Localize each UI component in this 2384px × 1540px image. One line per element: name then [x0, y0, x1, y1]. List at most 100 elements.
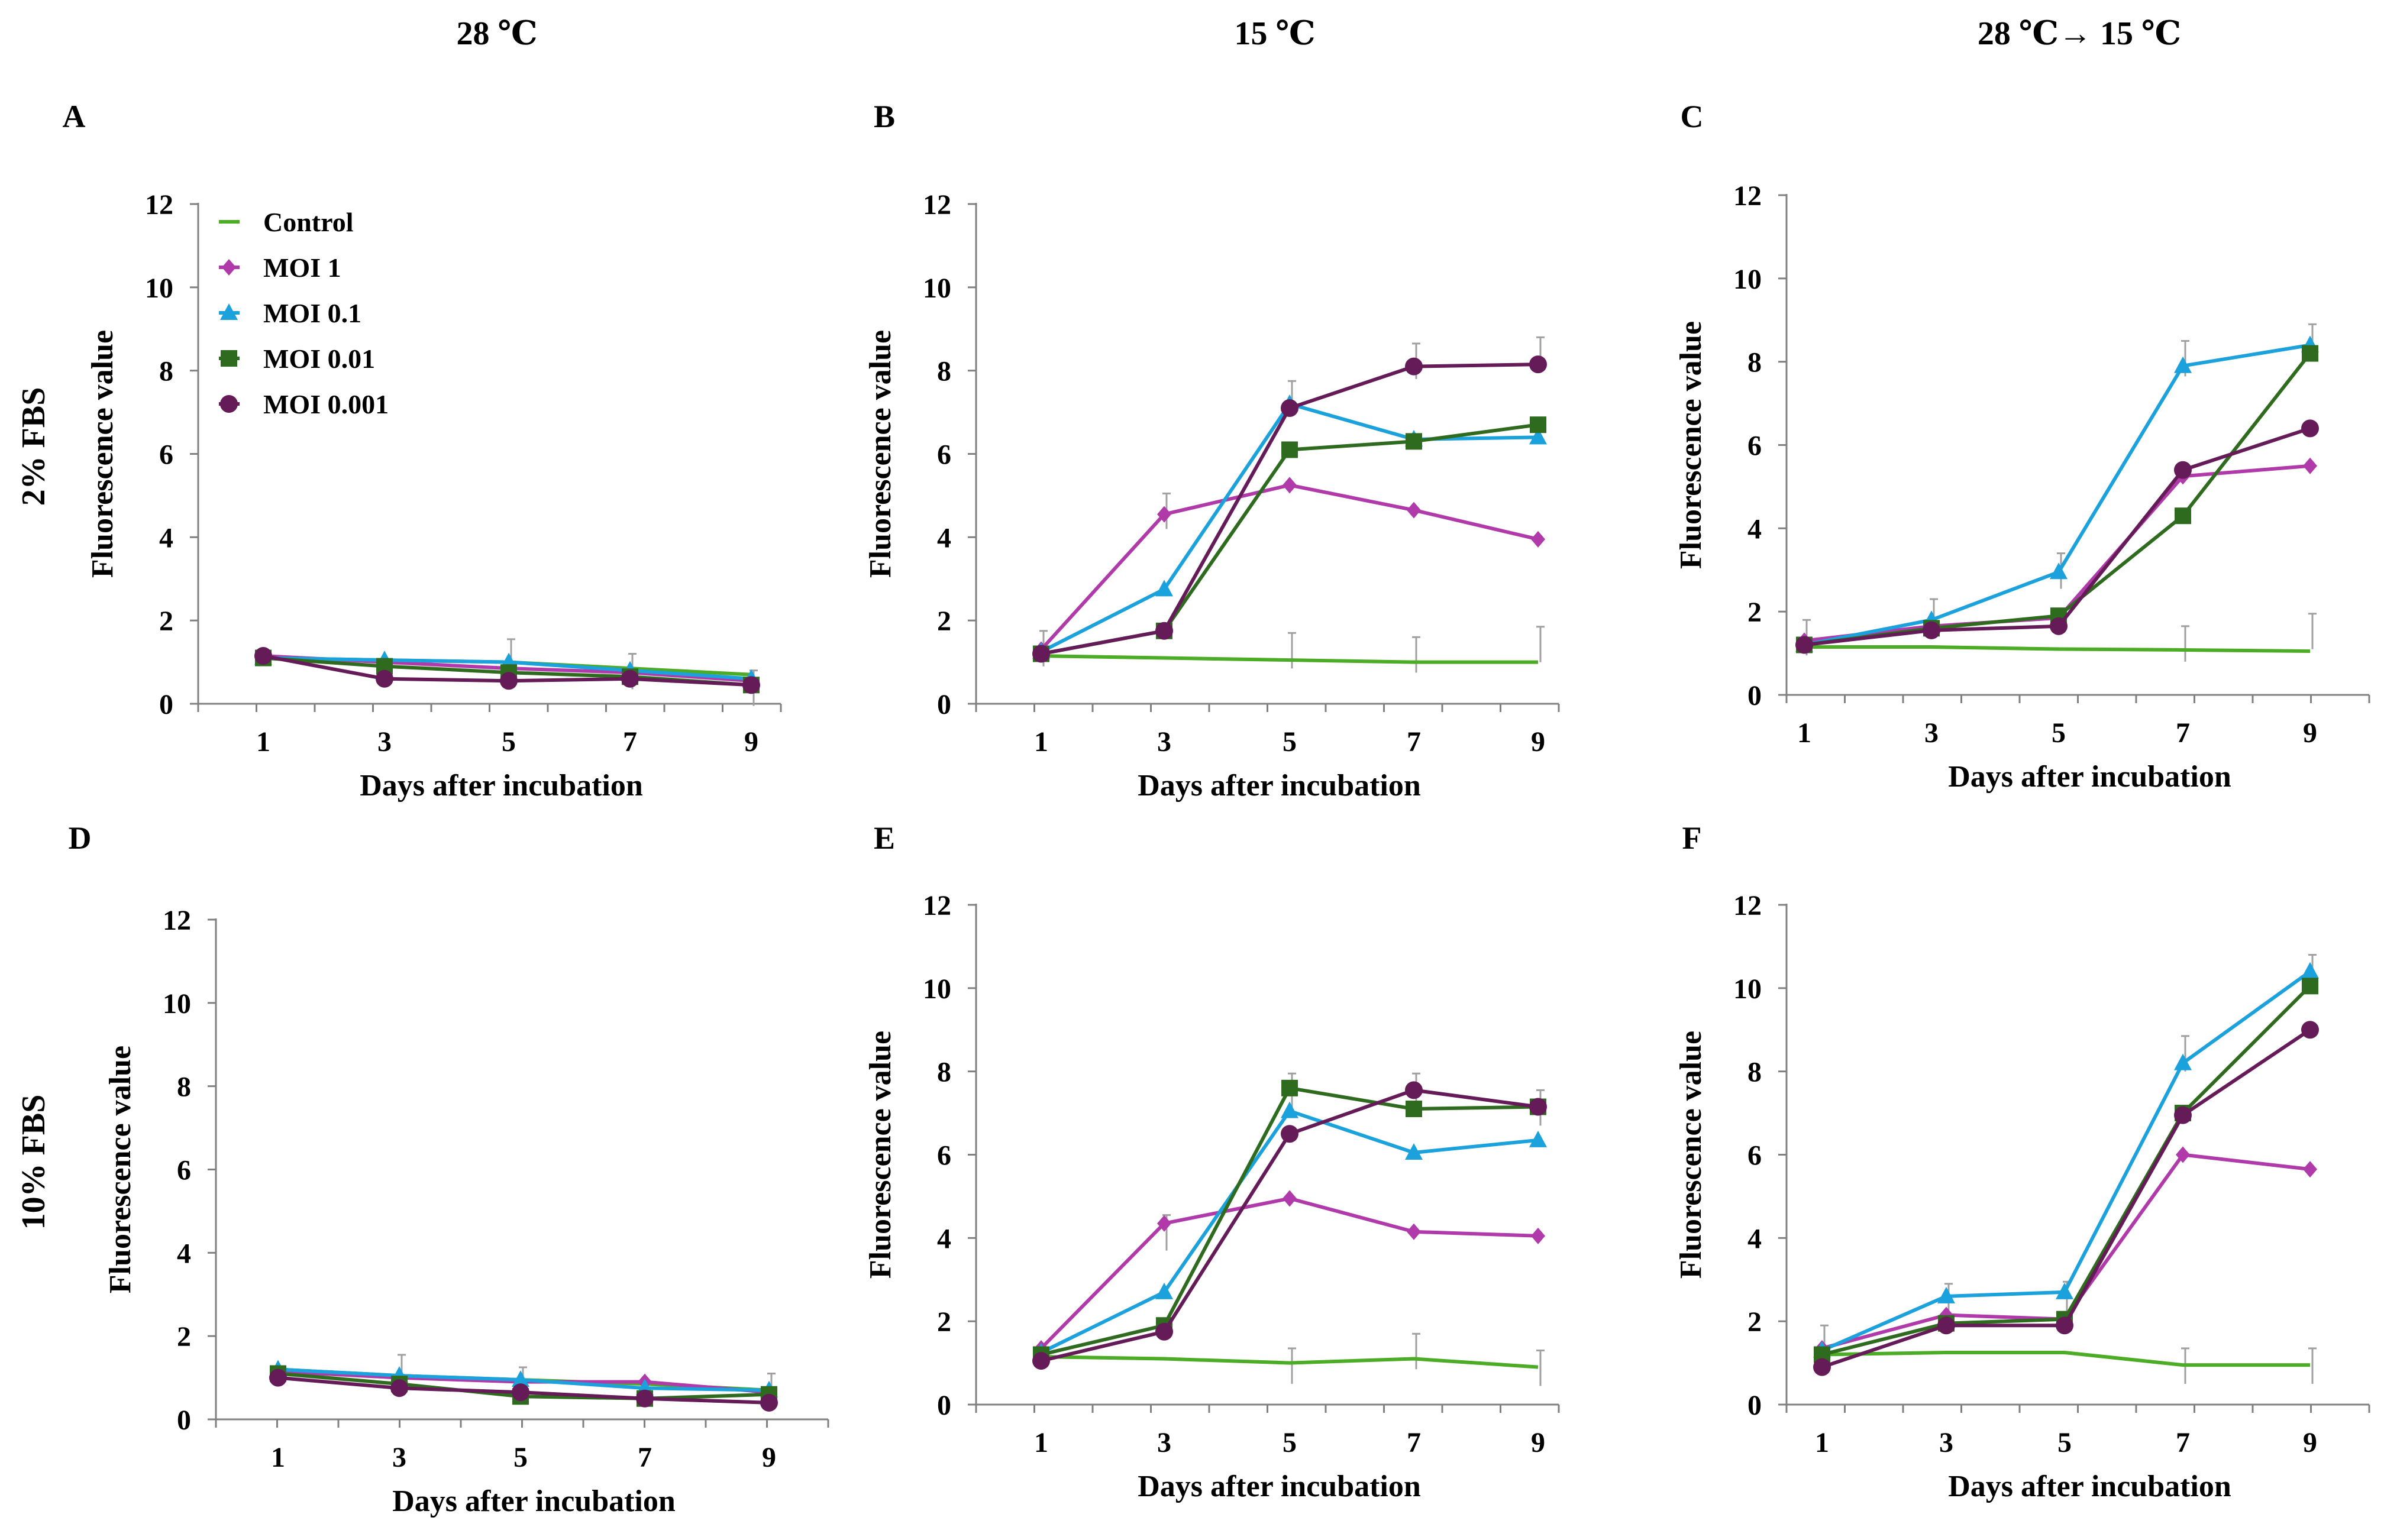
legend-item-control: Control: [219, 207, 354, 237]
series-control: [1804, 645, 2311, 653]
legend-label: MOI 0.1: [263, 298, 361, 328]
series-line-control: [1041, 654, 1538, 664]
y-tick-label: 6: [1747, 431, 1762, 462]
x-tick-label: 9: [1531, 1427, 1545, 1458]
series-moi-01: [1813, 962, 2319, 1358]
y-tick-label: 10: [923, 973, 951, 1005]
legend-item-moi-1: MOI 1: [219, 253, 341, 283]
y-tick-label: 4: [177, 1238, 191, 1269]
y-tick-label: 4: [1747, 1223, 1762, 1254]
data-point-moi-0001: [1281, 1125, 1298, 1143]
y-tick-label: 2: [937, 606, 951, 637]
series-moi-0001: [1032, 355, 1547, 663]
series-line-control: [1821, 1350, 2310, 1367]
error-bar: [1536, 1349, 1545, 1386]
y-tick-label: 6: [177, 1155, 191, 1186]
series-line-moi-01: [1040, 402, 1539, 653]
x-tick-label: 5: [2052, 717, 2066, 749]
series-control: [1041, 1355, 1539, 1369]
x-tick-label: 1: [1797, 717, 1811, 749]
x-tick-label: 9: [2303, 1427, 2317, 1458]
x-tick-label: 1: [271, 1442, 285, 1473]
data-point-moi-01: [1937, 1286, 1955, 1303]
data-point-moi-001: [1281, 1079, 1298, 1096]
data-point-moi-001: [1281, 441, 1298, 458]
y-tick-label: 6: [937, 439, 951, 471]
y-tick-label: 4: [159, 522, 173, 554]
series-moi-0001: [269, 1368, 778, 1412]
data-point-moi-001: [2302, 978, 2318, 995]
legend-item-moi-001: MOI 0.01: [219, 344, 375, 374]
row-title-10pct-fbs: 10% FBS: [15, 1095, 52, 1230]
panel-letter: A: [63, 99, 86, 134]
x-tick-label: 7: [638, 1442, 652, 1473]
x-tick-label: 7: [2176, 717, 2190, 749]
x-tick-label: 7: [1407, 1427, 1421, 1458]
data-point-moi-01: [1529, 428, 1547, 445]
y-tick-label: 6: [159, 439, 173, 471]
y-tick-label: 10: [1733, 264, 1762, 295]
series-moi-1: [1034, 477, 1545, 658]
data-point-moi-1: [1407, 502, 1421, 519]
data-point-moi-0001: [1937, 1316, 1955, 1335]
series-moi-1: [1034, 1190, 1545, 1357]
data-point-moi-0001: [390, 1379, 408, 1397]
data-point-moi-0001: [1813, 1358, 1831, 1376]
data-point-moi-1: [1531, 530, 1545, 548]
x-tick-label: 7: [2176, 1427, 2190, 1458]
y-axis-label: Fluorescence value: [104, 1046, 137, 1293]
data-point-moi-0001: [1032, 1352, 1050, 1370]
data-point-moi-0001: [742, 676, 760, 694]
data-point-moi-1: [1157, 506, 1171, 523]
data-point-moi-0001: [376, 669, 393, 688]
y-tick-label: 6: [937, 1140, 951, 1172]
series-line-moi-1: [1039, 1196, 1539, 1350]
data-point-moi-0001: [1405, 1081, 1423, 1099]
error-bar: [2308, 613, 2317, 649]
error-bar: [1412, 636, 1420, 673]
data-point-moi-1: [1531, 1227, 1545, 1244]
y-tick-label: 0: [937, 689, 951, 720]
series-moi-0001: [1795, 419, 2319, 654]
data-point-moi-0001: [2050, 617, 2068, 635]
data-point-moi-0001: [269, 1368, 287, 1387]
y-tick-label: 12: [1733, 180, 1762, 212]
series-moi-001: [1796, 345, 2318, 653]
y-axis-label: Fluorescence value: [1674, 1031, 1708, 1279]
x-tick-label: 1: [1034, 726, 1048, 758]
data-point-moi-001: [2302, 345, 2318, 362]
x-axis-label: Days after incubation: [1138, 769, 1421, 803]
panel-a: A 0 2 4 6 8 10 12 1 3 5 7 9 Days after incubation Fluo…: [63, 99, 782, 803]
x-tick-label: 1: [1034, 1427, 1048, 1458]
y-tick-label: 8: [937, 1057, 951, 1088]
series-control: [1041, 654, 1538, 664]
data-point-moi-01: [1155, 1282, 1173, 1299]
x-tick-label: 5: [1283, 1427, 1297, 1458]
x-axis-label: Days after incubation: [392, 1484, 676, 1518]
x-tick-label: 5: [1283, 726, 1297, 758]
data-point-moi-0001: [2301, 419, 2319, 438]
column-title-15c: 15 ℃: [1234, 15, 1315, 52]
series-line-control: [1041, 1355, 1539, 1369]
x-tick-label: 9: [762, 1442, 776, 1473]
y-tick-label: 12: [1733, 890, 1762, 921]
data-point-moi-0001: [1923, 621, 1940, 639]
panel-b: B 0 2 4 6 8 10 12 1 3 5 7 9 Days after incubation Fluo…: [864, 99, 1560, 803]
data-point-moi-0001: [1405, 357, 1423, 376]
legend-marker-moi-0001: [220, 395, 238, 413]
y-tick-label: 2: [1747, 1306, 1762, 1338]
error-bar: [1288, 632, 1296, 669]
error-bar: [2308, 1347, 2317, 1384]
x-tick-label: 3: [392, 1442, 406, 1473]
y-tick-label: 8: [177, 1072, 191, 1103]
y-tick-label: 0: [177, 1405, 191, 1436]
data-point-moi-0001: [2056, 1316, 2073, 1335]
data-point-moi-1: [1157, 1215, 1171, 1232]
data-point-moi-0001: [2301, 1021, 2319, 1039]
x-tick-label: 7: [623, 726, 637, 758]
panel-c: C 0 2 4 6 8 10 12 1 3 5 7 9 Days after incubation Fluo…: [1674, 99, 2370, 794]
x-tick-label: 5: [2057, 1427, 2072, 1458]
panel-letter: F: [1682, 820, 1702, 856]
